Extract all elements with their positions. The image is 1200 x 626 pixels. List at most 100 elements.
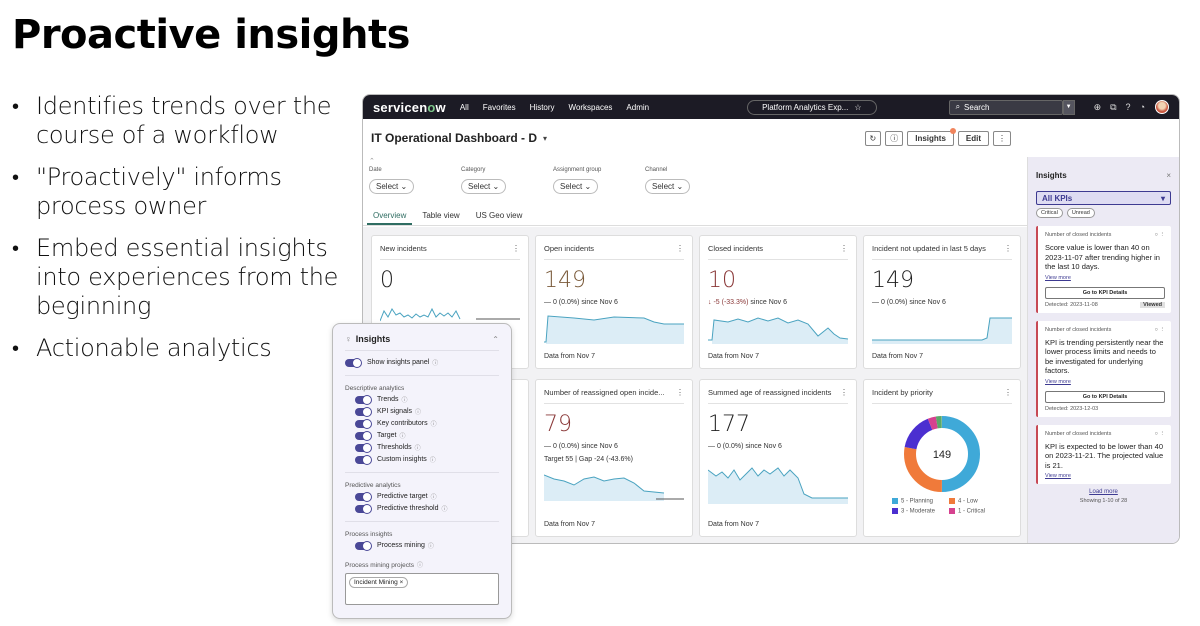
refresh-button[interactable]: ↻: [864, 130, 882, 146]
custom-insights-toggle[interactable]: [355, 454, 372, 465]
chip-critical[interactable]: Critical: [1036, 208, 1063, 218]
kpi-card-closed-incidents[interactable]: Closed incidents ⋮ 10 ↓ -5 (-33.3%) since…: [699, 235, 857, 369]
nav-favorites[interactable]: Favorites: [482, 102, 516, 112]
legend-item[interactable]: 4 - Low: [949, 498, 1002, 505]
globe-icon[interactable]: ⊕: [1093, 101, 1102, 112]
kpi-filter-select[interactable]: All KPIs ▾: [1036, 191, 1171, 205]
tab-us-geo-view[interactable]: US Geo view: [475, 211, 523, 220]
view-more-link[interactable]: View more: [1045, 473, 1071, 479]
kpi-card-open-incidents[interactable]: Open incidents ⋮ 149 — 0 (0.0%) since Nov…: [535, 235, 693, 369]
trends-toggle[interactable]: [355, 394, 372, 405]
kpi-card-summed-age[interactable]: Summed age of reassigned incidents ⋮ 177 …: [699, 379, 857, 537]
insight-card: Number of closed incidents ○ ⋮ KPI is tre…: [1036, 320, 1171, 417]
help-icon[interactable]: ?: [1125, 102, 1131, 112]
card-title: Summed age of reassigned incidents: [708, 388, 832, 397]
card-delta: — 0 (0.0%) since Nov 6: [872, 299, 946, 306]
viewed-badge: Viewed: [1140, 301, 1165, 308]
legend-item[interactable]: 1 - Critical: [949, 507, 1002, 514]
sparkline: [872, 317, 1012, 344]
toggle-label: KPI signals: [377, 408, 413, 415]
legend-item[interactable]: 5 - Planning: [892, 498, 945, 505]
info-icon[interactable]: ⓘ: [430, 422, 437, 428]
mark-read-icon[interactable]: ○ ⋮: [1154, 326, 1165, 333]
insights-button[interactable]: Insights: [907, 127, 956, 146]
chip-unread[interactable]: Unread: [1066, 208, 1095, 218]
tab-table-view[interactable]: Table view: [422, 211, 460, 220]
remove-tag-icon[interactable]: ×: [399, 579, 404, 586]
info-icon[interactable]: ⓘ: [401, 398, 408, 404]
date-select[interactable]: Select ⌄: [369, 179, 415, 194]
kebab-icon[interactable]: ⋮: [676, 244, 684, 253]
tab-overview[interactable]: Overview: [367, 210, 413, 225]
channel-select[interactable]: Select ⌄: [645, 179, 691, 194]
nav-admin[interactable]: Admin: [626, 102, 650, 112]
edit-button[interactable]: Edit: [957, 130, 989, 146]
view-more-link[interactable]: View more: [1045, 378, 1071, 385]
collapse-filters-icon[interactable]: ⌃: [369, 158, 375, 165]
info-icon[interactable]: ⓘ: [432, 361, 439, 367]
info-icon[interactable]: ⓘ: [430, 495, 437, 501]
nav-history[interactable]: History: [529, 102, 555, 112]
donut-card-incident-by-priority[interactable]: Incident by priority ⋮ 149 5 - Planning 4…: [863, 379, 1021, 537]
go-to-kpi-details-button[interactable]: Go to KPI Details: [1045, 390, 1165, 403]
star-icon[interactable]: ☆: [854, 102, 862, 112]
close-icon[interactable]: ×: [1166, 171, 1171, 180]
bell-icon[interactable]: ◔: [1139, 102, 1145, 112]
info-icon[interactable]: ⓘ: [441, 507, 448, 513]
lightbulb-icon: ♀: [345, 334, 352, 344]
insight-message: KPI is trending persistently near the lo…: [1045, 337, 1164, 376]
view-more-link[interactable]: View more: [1045, 274, 1071, 281]
show-insights-panel-toggle[interactable]: [345, 357, 362, 368]
nav-workspaces[interactable]: Workspaces: [568, 102, 613, 112]
mark-read-icon[interactable]: ○ ⋮: [1154, 232, 1165, 238]
mark-read-icon[interactable]: ○ ⋮: [1154, 430, 1165, 437]
kebab-icon[interactable]: ⋮: [512, 244, 520, 253]
predictive-target-toggle[interactable]: [355, 491, 372, 502]
kebab-icon[interactable]: ⋮: [840, 244, 848, 253]
predictive-threshold-toggle[interactable]: [355, 503, 372, 514]
legend-item[interactable]: 3 - Moderate: [892, 507, 945, 514]
avatar[interactable]: [1155, 100, 1169, 114]
thresholds-toggle[interactable]: [355, 442, 372, 453]
bullet-item: Embed essential insights into experience…: [12, 234, 342, 321]
info-icon[interactable]: ⓘ: [414, 446, 421, 452]
info-icon[interactable]: ⓘ: [427, 544, 434, 550]
kebab-icon[interactable]: ⋮: [1004, 388, 1012, 397]
info-icon[interactable]: ⓘ: [417, 563, 424, 569]
nav-all[interactable]: All: [459, 102, 469, 112]
target-toggle[interactable]: [355, 430, 372, 441]
kebab-icon[interactable]: ⋮: [1004, 244, 1012, 253]
search-icon: ⌕: [955, 102, 961, 111]
chat-icon[interactable]: ⧉: [1110, 101, 1117, 112]
info-icon[interactable]: ⓘ: [415, 410, 422, 416]
info-icon[interactable]: ⓘ: [429, 458, 436, 464]
kpi-card-not-updated[interactable]: Incident not updated in last 5 days ⋮ 149…: [863, 235, 1021, 369]
assignment-group-select[interactable]: Select ⌄: [553, 179, 599, 194]
search-input[interactable]: ⌕ Search: [948, 99, 1063, 115]
caret-down-icon: ▾: [1160, 193, 1165, 203]
chevron-down-icon[interactable]: ▾: [543, 133, 548, 143]
key-contributors-toggle[interactable]: [355, 418, 372, 429]
kebab-icon[interactable]: ⋮: [840, 388, 848, 397]
servicenow-logo[interactable]: servicenow: [373, 99, 446, 115]
more-options-button[interactable]: ⋮: [993, 130, 1011, 146]
delta-label: since Nov 6: [748, 299, 787, 306]
search-dropdown-button[interactable]: ▼: [1062, 99, 1075, 115]
process-mining-toggle[interactable]: [355, 540, 372, 551]
dashboard-header: IT Operational Dashboard - D ▾ ↻ ⓘ Insig…: [363, 119, 1179, 157]
category-select[interactable]: Select ⌄: [461, 179, 507, 194]
filter-date: Date Select ⌄: [369, 167, 461, 194]
go-to-kpi-details-button[interactable]: Go to KPI Details: [1045, 286, 1165, 299]
kpi-card-reassigned-open[interactable]: Number of reassigned open incide... ⋮ 79 …: [535, 379, 693, 537]
info-icon[interactable]: ⓘ: [399, 434, 406, 440]
process-mining-projects-input[interactable]: Incident Mining ×: [345, 573, 499, 605]
kpi-signals-toggle[interactable]: [355, 406, 372, 417]
info-button[interactable]: ⓘ: [885, 130, 904, 146]
card-delta: ↓ -5 (-33.3%) since Nov 6: [708, 299, 848, 306]
chevron-up-icon[interactable]: ⌃: [492, 334, 499, 344]
load-more-link[interactable]: Load more: [1089, 489, 1118, 495]
insight-card: Number of closed incidents ○ ⋮ KPI is exp…: [1036, 424, 1171, 484]
kebab-icon[interactable]: ⋮: [676, 388, 684, 397]
donut-chart[interactable]: 149: [902, 414, 982, 494]
context-pill[interactable]: Platform Analytics Exp... ☆: [747, 99, 877, 115]
